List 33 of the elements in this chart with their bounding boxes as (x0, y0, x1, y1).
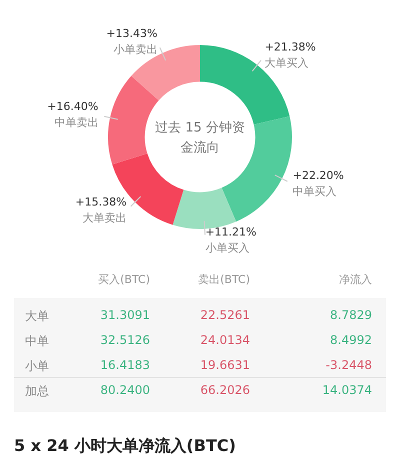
text: 16.4183 (99, 358, 150, 372)
data-label: +15.38% (75, 195, 127, 208)
text: 小单 (25, 358, 49, 375)
text: 买入(BTC) (97, 272, 150, 287)
text: 24.0134 (199, 333, 250, 347)
data-label: +21.38% (264, 40, 316, 54)
text: 8.4992 (329, 333, 372, 347)
data-label: +11.21% (205, 226, 256, 239)
text: 净流入 (338, 272, 372, 287)
text: 8.7829 (329, 308, 372, 322)
text: 22.5261 (199, 308, 250, 322)
text: 19.6631 (199, 358, 250, 372)
slice-label: 小单买入 (205, 242, 250, 255)
text: 加总 (25, 383, 49, 400)
slice-label: 中单买入 (292, 184, 337, 198)
text: 80.2400 (99, 383, 150, 397)
text: 大单 (25, 308, 49, 325)
text: -3.2448 (324, 358, 372, 372)
slice-label: 大单买入 (264, 56, 309, 70)
text: 过去 15 分钟资金流向 (155, 120, 245, 156)
text: 66.2026 (199, 383, 250, 397)
text: 5 x 24 小时大单净流入(BTC) (14, 436, 236, 457)
slice-label: 小单卖出 (113, 42, 158, 56)
data-label: +16.40% (47, 100, 98, 113)
text: 31.3091 (99, 308, 150, 322)
slice-label: 中单卖出 (54, 116, 98, 129)
text: 中单 (25, 333, 49, 350)
slice-label: 大单卖出 (82, 211, 127, 224)
data-label: +22.20% (292, 168, 344, 182)
text: 32.5126 (99, 333, 150, 347)
text: 卖出(BTC) (197, 272, 250, 287)
text: 14.0374 (321, 383, 372, 397)
data-label: +13.43% (106, 26, 158, 40)
